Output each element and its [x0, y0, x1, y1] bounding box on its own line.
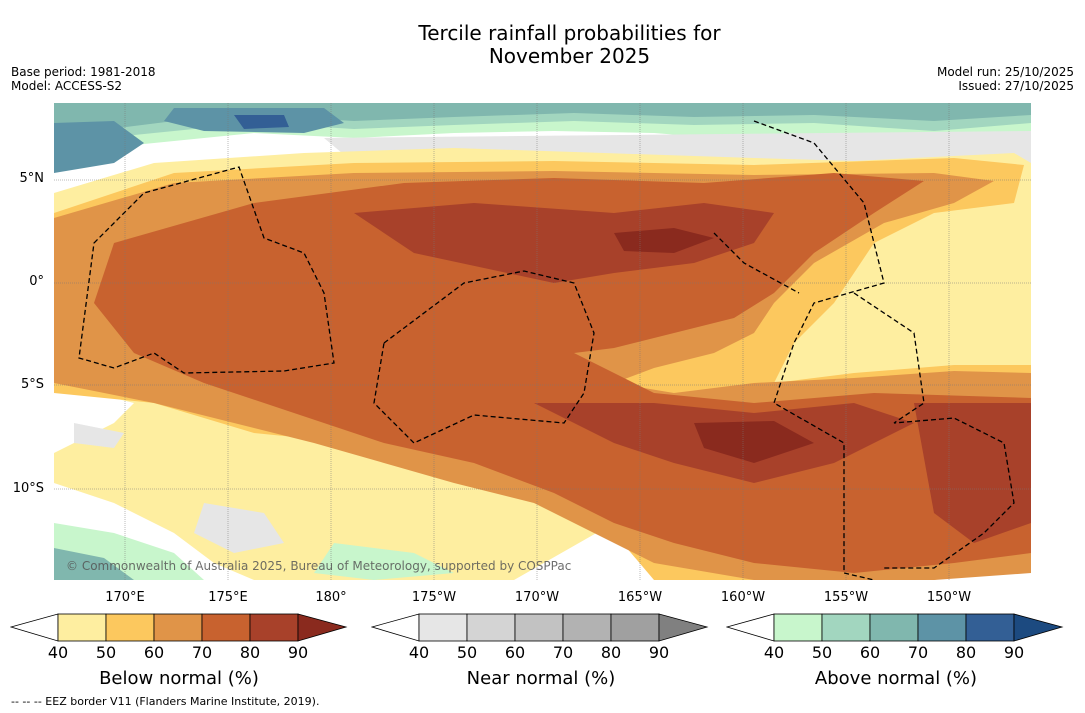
colorbar-tick: 60 — [143, 643, 165, 662]
lat-tick-0: 0° — [29, 274, 44, 289]
lon-tick-160w: 160°W — [720, 590, 766, 605]
lon-tick-180: 180° — [315, 590, 347, 605]
colorbar-tick: 70 — [191, 643, 213, 662]
colorbar-tick: 40 — [763, 643, 785, 662]
eez-border-kiribati-phoenix — [373, 270, 595, 444]
colorbar-segment — [153, 613, 203, 642]
meta-left: Base period: 1981-2018 Model: ACCESS-S2 — [11, 65, 156, 93]
colorbar-extend-low — [726, 613, 775, 642]
gridlines — [54, 103, 1031, 580]
colorbar-tick: 70 — [552, 643, 574, 662]
near-normal-patches-sw — [74, 423, 284, 553]
model-run: Model run: 25/10/2025 — [936, 65, 1074, 79]
lat-tick-10s: 10°S — [12, 481, 44, 496]
colorbar-tick: 80 — [955, 643, 977, 662]
colorbar-segment — [610, 613, 660, 642]
colorbar-extend-high — [297, 613, 348, 642]
eez-border-cook-islands — [853, 292, 1015, 569]
colorbar-extend-low — [10, 613, 59, 642]
colorbar-above-normal — [726, 613, 1064, 642]
below-normal-70 — [94, 173, 1031, 573]
above-normal-80-north — [234, 115, 289, 129]
colorbar-tick: 80 — [239, 643, 261, 662]
colorbar-tick: 40 — [408, 643, 430, 662]
above-normal-60-sw — [54, 548, 134, 580]
lon-tick-175w: 175°W — [411, 590, 457, 605]
map-title: Tercile rainfall probabilities for Novem… — [0, 22, 1085, 68]
colorbar-tick: 80 — [600, 643, 622, 662]
lat-tick-5n: 5°N — [19, 171, 45, 186]
colorbar-segment — [773, 613, 823, 642]
below-normal-90 — [614, 228, 814, 463]
lon-tick-165w: 165°W — [617, 590, 663, 605]
issued-date: Issued: 27/10/2025 — [958, 79, 1074, 93]
lon-tick-170e: 170°E — [105, 590, 145, 605]
colorbar-segment — [201, 613, 251, 642]
colorbar-segment — [917, 613, 967, 642]
colorbar-segment — [249, 613, 299, 642]
colorbar-segment — [821, 613, 871, 642]
model-name: Model: ACCESS-S2 — [11, 79, 123, 93]
colorbar-extend-low — [371, 613, 420, 642]
lon-tick-150w: 150°W — [926, 590, 972, 605]
colorbar-label-near: Near normal (%) — [466, 668, 616, 689]
colorbar-segment — [869, 613, 919, 642]
colorbar-tick: 90 — [287, 643, 309, 662]
eez-borders — [78, 120, 1015, 580]
lat-tick-5s: 5°S — [20, 377, 44, 392]
colorbar-label-above: Above normal (%) — [814, 668, 978, 689]
colorbar-segment — [57, 613, 107, 642]
above-normal-south-center — [314, 543, 454, 580]
colorbar-segment — [466, 613, 516, 642]
meta-right: Model run: 25/10/2025 Issued: 27/10/2025 — [937, 65, 1074, 93]
colorbar-segment — [965, 613, 1015, 642]
colorbar-segment — [514, 613, 564, 642]
colorbar-tick: 40 — [47, 643, 69, 662]
colorbar-tick: 60 — [859, 643, 881, 662]
colorbar-tick: 70 — [907, 643, 929, 662]
colorbar-tick: 60 — [504, 643, 526, 662]
eez-border-kiribati-gilbert — [78, 166, 335, 374]
eez-border-line-east — [713, 232, 800, 294]
colorbar-near-normal — [371, 613, 709, 642]
lon-tick-170w: 170°W — [514, 590, 560, 605]
colorbar-tick: 50 — [95, 643, 117, 662]
title-line-1: Tercile rainfall probabilities for — [418, 21, 721, 45]
lon-tick-175e: 175°E — [208, 590, 248, 605]
colorbar-tick: 50 — [811, 643, 833, 662]
colorbar-segment — [418, 613, 468, 642]
eez-legend-note: -- -- -- EEZ border V11 (Flanders Marine… — [11, 695, 320, 708]
below-normal-80 — [354, 203, 1031, 543]
copyright-text: © Commonwealth of Australia 2025, Bureau… — [66, 559, 571, 573]
colorbar-tick: 90 — [1003, 643, 1025, 662]
colorbar-segment — [562, 613, 612, 642]
colorbar-below-normal — [10, 613, 348, 642]
lon-tick-155w: 155°W — [823, 590, 869, 605]
colorbar-tick: 90 — [648, 643, 670, 662]
probability-map: © Commonwealth of Australia 2025, Bureau… — [54, 103, 1031, 580]
colorbar-segment — [105, 613, 155, 642]
base-period: Base period: 1981-2018 — [11, 65, 156, 79]
colorbar-extend-high — [1013, 613, 1064, 642]
colorbar-tick: 50 — [456, 643, 478, 662]
colorbar-extend-high — [658, 613, 709, 642]
title-line-2: November 2025 — [488, 44, 651, 68]
colorbar-label-below: Below normal (%) — [99, 668, 259, 689]
